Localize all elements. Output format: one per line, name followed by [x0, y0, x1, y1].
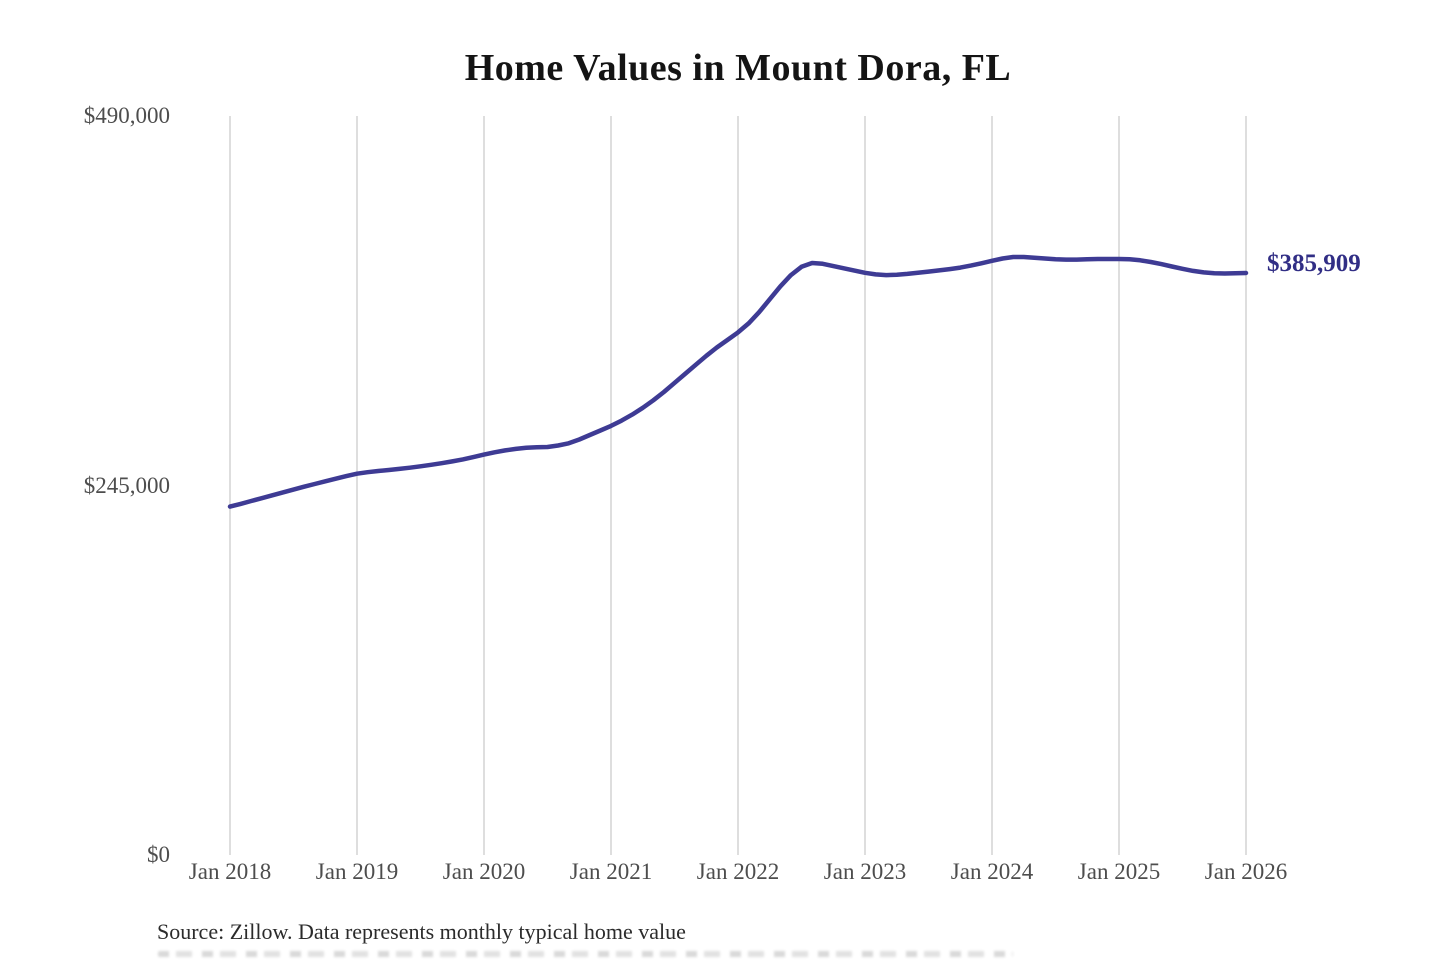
y-tick-label: $490,000: [83, 103, 170, 128]
y-tick-label: $245,000: [83, 472, 170, 498]
x-tick-label: Jan 2023: [823, 859, 907, 884]
x-tick-label: Jan 2020: [442, 859, 526, 884]
x-tick-label: Jan 2021: [569, 859, 653, 884]
x-tick-label: Jan 2025: [1077, 859, 1161, 884]
x-tick-label: Jan 2018: [188, 859, 272, 884]
x-tick-label: Jan 2026: [1204, 859, 1288, 884]
x-tick-label: Jan 2019: [315, 859, 399, 884]
x-tick-label: Jan 2022: [696, 859, 780, 884]
chart-title: Home Values in Mount Dora, FL: [464, 47, 1012, 89]
x-tick-label: Jan 2024: [950, 859, 1034, 884]
current-value-label: $385,909: [1267, 249, 1361, 277]
home-value-line: [227, 254, 1249, 509]
source-note: Source: Zillow. Data represents monthly …: [157, 919, 686, 944]
gridline-group: [229, 116, 1247, 855]
y-tick-label: $0: [147, 842, 170, 867]
cropped-text-sliver: [158, 951, 1013, 957]
